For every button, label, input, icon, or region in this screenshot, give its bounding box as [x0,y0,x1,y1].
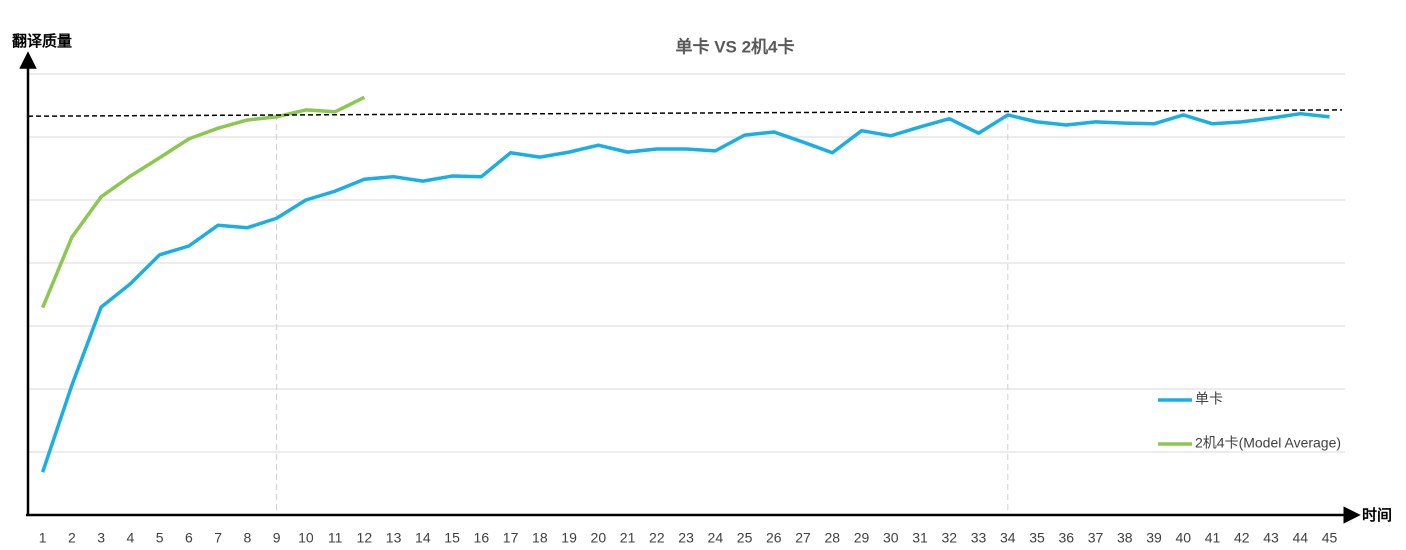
x-tick-label: 43 [1263,530,1279,546]
x-tick-label: 10 [298,530,314,546]
x-tick-label: 42 [1234,530,1250,546]
x-tick-label: 37 [1088,530,1104,546]
x-tick-label: 31 [912,530,928,546]
x-tick-label: 39 [1146,530,1162,546]
x-tick-label: 1 [39,530,47,546]
x-tick-label: 9 [273,530,281,546]
target-line [27,109,1343,117]
x-tick-label: 6 [185,530,193,546]
x-tick-label: 22 [649,530,665,546]
x-tick-label: 44 [1292,530,1308,546]
x-tick-label: 7 [214,530,222,546]
x-tick-label: 38 [1117,530,1133,546]
x-tick-label: 18 [532,530,548,546]
x-tick-label: 45 [1322,530,1338,546]
x-tick-label: 5 [156,530,164,546]
x-tick-label: 3 [97,530,105,546]
legend-label: 单卡 [1195,391,1223,407]
x-tick-label: 33 [971,530,987,546]
x-tick-label: 21 [620,530,636,546]
x-tick-label: 16 [474,530,490,546]
x-tick-label: 28 [825,530,841,546]
x-tick-label: 19 [561,530,577,546]
x-tick-label: 12 [357,530,373,546]
series-line [41,95,366,309]
x-tick-label: 4 [126,530,134,546]
x-tick-label: 20 [591,530,607,546]
x-tick-label: 15 [444,530,460,546]
x-tick-label: 40 [1175,530,1191,546]
series-line [40,111,1330,473]
x-tick-label: 34 [1000,530,1016,546]
x-tick-label: 25 [737,530,753,546]
x-tick-label: 14 [415,530,431,546]
x-tick-label: 17 [503,530,519,546]
x-tick-label: 24 [708,530,724,546]
x-tick-label: 23 [678,530,694,546]
x-tick-label: 2 [68,530,76,546]
y-axis-label: 翻译质量 [12,32,72,50]
x-tick-label: 13 [386,530,402,546]
chart-title: 单卡 VS 2机4卡 [675,36,794,56]
x-tick-label: 26 [766,530,782,546]
x-tick-label: 29 [854,530,870,546]
x-tick-label: 27 [795,530,811,546]
x-tick-label: 11 [328,530,343,546]
x-tick-label: 32 [942,530,958,546]
x-tick-label: 41 [1205,530,1221,546]
x-tick-label: 35 [1029,530,1045,546]
x-tick-label: 8 [243,530,251,546]
x-tick-label: 36 [1059,530,1075,546]
legend-label: 2机4卡(Model Average) [1195,435,1341,451]
x-tick-label: 30 [883,530,899,546]
x-axis-label: 时间 [1362,506,1392,524]
